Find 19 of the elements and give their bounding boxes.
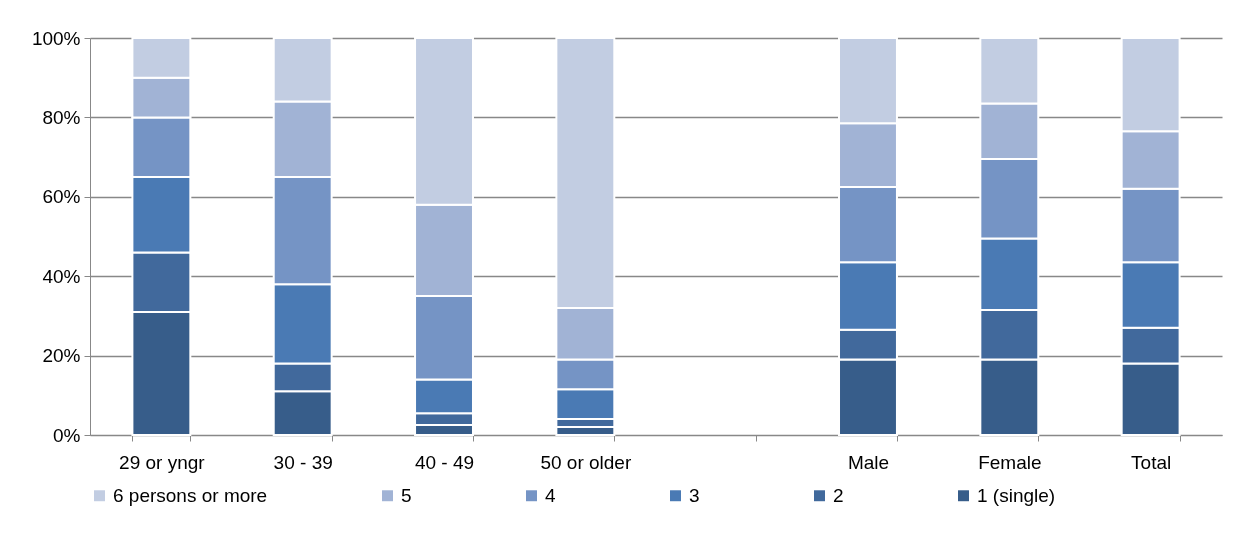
y-tick-label: 100% — [31, 27, 81, 49]
x-tick-label: Female — [978, 451, 1042, 473]
legend-label: 2 — [833, 484, 844, 506]
y-tick-label: 40% — [42, 265, 81, 287]
x-tick-label: Male — [847, 451, 890, 473]
y-tick-label: 80% — [42, 106, 81, 128]
legend-label: 3 — [689, 484, 700, 506]
legend-label: 5 — [401, 484, 412, 506]
y-tick-label: 60% — [42, 186, 81, 208]
y-tick-label: 20% — [42, 345, 81, 367]
x-tick-label: 29 or yngr — [119, 451, 206, 473]
legend-label: 6 persons or more — [113, 484, 268, 506]
x-tick-label: 30 - 39 — [273, 451, 333, 473]
y-tick-label: 0% — [53, 424, 81, 446]
legend-label: 1 (single) — [977, 484, 1056, 506]
legend-label: 4 — [545, 484, 556, 506]
x-tick-label: Total — [1131, 451, 1172, 473]
x-tick-label: 50 or older — [540, 451, 632, 473]
x-tick-label: 40 - 49 — [414, 451, 475, 473]
